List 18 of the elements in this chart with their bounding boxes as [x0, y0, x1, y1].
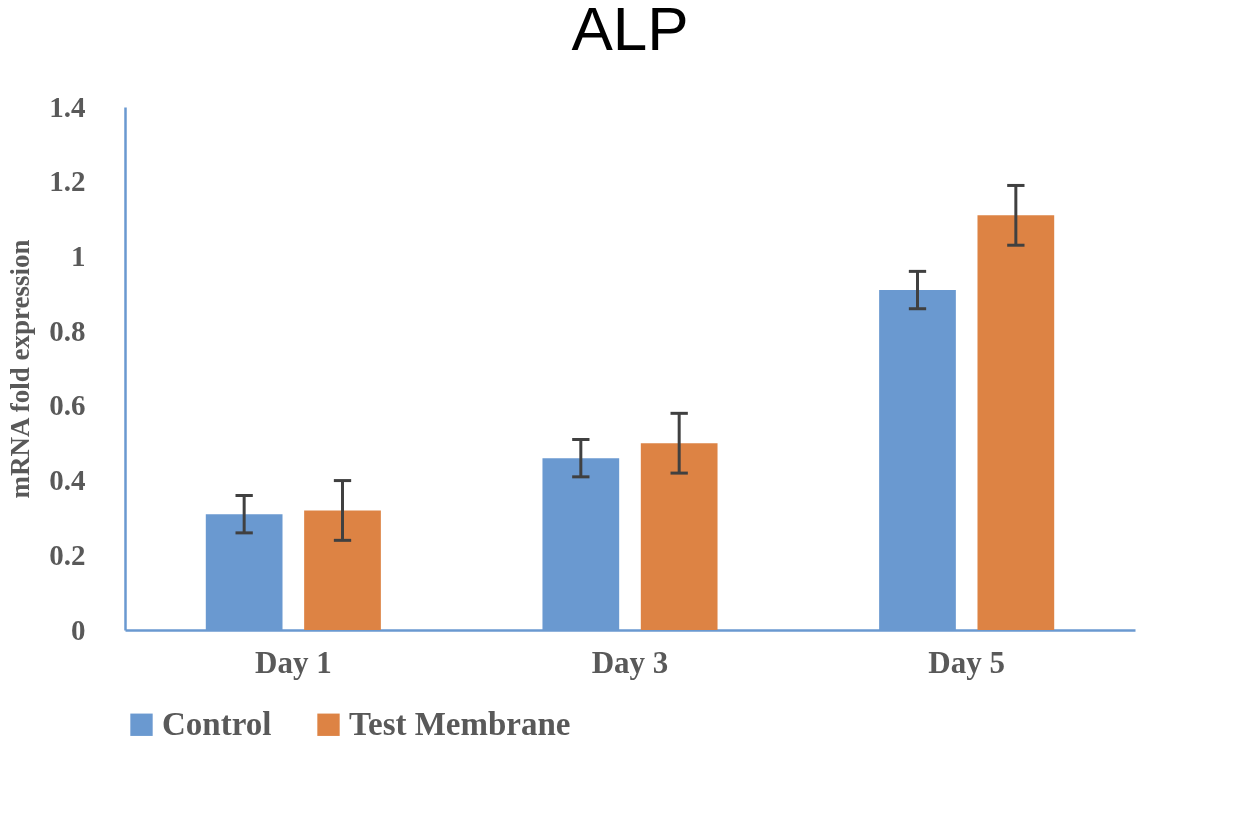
y-axis-title: mRNA fold expression: [5, 239, 36, 499]
y-tick-label: 0: [71, 613, 86, 646]
y-tick-label: 1.2: [49, 165, 86, 198]
y-tick-label: 1.4: [49, 90, 86, 123]
y-tick-label: 0.8: [49, 314, 86, 347]
y-tick-label: 0.4: [49, 464, 86, 497]
x-tick-label: Day 3: [591, 644, 669, 680]
bar: [304, 510, 381, 630]
x-tick-label: Day 5: [928, 644, 1005, 680]
y-tick-label: 1: [71, 239, 86, 272]
y-tick-label: 0.2: [49, 538, 86, 571]
bar: [640, 443, 718, 630]
y-tick-label: 0.6: [49, 389, 86, 422]
chart-title: ALP: [571, 0, 689, 63]
x-tick-label: Day 1: [255, 644, 332, 680]
bar: [977, 215, 1055, 630]
legend-label: Control: [162, 705, 272, 742]
legend-label: Test Membrane: [349, 705, 571, 742]
